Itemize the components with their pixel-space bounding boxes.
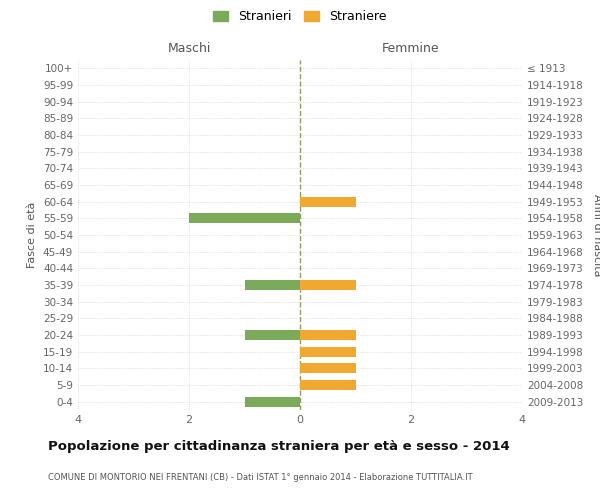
Bar <box>300 330 355 340</box>
Bar <box>300 380 355 390</box>
Bar <box>300 196 355 206</box>
Text: COMUNE DI MONTORIO NEI FRENTANI (CB) - Dati ISTAT 1° gennaio 2014 - Elaborazione: COMUNE DI MONTORIO NEI FRENTANI (CB) - D… <box>48 473 473 482</box>
Bar <box>189 214 300 224</box>
Y-axis label: Fasce di età: Fasce di età <box>28 202 37 268</box>
Bar <box>300 346 355 356</box>
Text: Popolazione per cittadinanza straniera per età e sesso - 2014: Popolazione per cittadinanza straniera p… <box>48 440 510 453</box>
Bar <box>245 330 300 340</box>
Bar <box>300 364 355 374</box>
Legend: Stranieri, Straniere: Stranieri, Straniere <box>209 6 391 26</box>
Bar <box>245 396 300 406</box>
Bar <box>245 280 300 290</box>
Bar <box>300 280 355 290</box>
Y-axis label: Anni di nascita: Anni di nascita <box>592 194 600 276</box>
